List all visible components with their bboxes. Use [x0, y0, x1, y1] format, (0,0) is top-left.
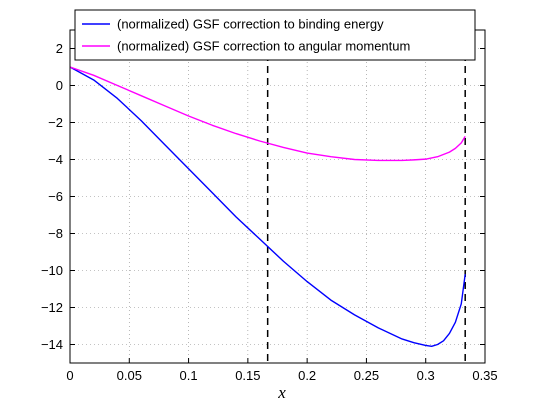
- x-tick-label: 0.35: [472, 368, 497, 383]
- series-line-1: [69, 66, 466, 348]
- y-tick-label: −2: [48, 115, 63, 130]
- y-tick-label: −12: [41, 300, 63, 315]
- legend: (normalized) GSF correction to binding e…: [74, 9, 476, 61]
- vertical-markers: [266, 30, 466, 363]
- series-line-2: [69, 66, 466, 162]
- y-tick-label: −4: [48, 152, 63, 167]
- legend-label: (normalized) GSF correction to binding e…: [117, 17, 384, 32]
- y-tick-label: 0: [56, 78, 63, 93]
- x-tick-label: 0.1: [180, 368, 198, 383]
- legend-label: (normalized) GSF correction to angular m…: [117, 39, 410, 54]
- y-tick-label: −6: [48, 189, 63, 204]
- x-tick-label: 0.15: [235, 368, 260, 383]
- ticks: 0 0.05 0.1 0.15 0.2 0.25 0.3 0.35 −14 −12 −10 −8 −6 −…: [41, 30, 498, 383]
- x-tick-label: 0.25: [354, 368, 379, 383]
- x-axis-label: x: [277, 383, 286, 402]
- x-tick-label: 0.05: [117, 368, 142, 383]
- y-tick-label: −8: [48, 226, 63, 241]
- y-tick-label: −14: [41, 337, 63, 352]
- legend-box: [74, 9, 476, 61]
- y-tick-label: −10: [41, 263, 63, 278]
- x-tick-label: 0.3: [417, 368, 435, 383]
- series-group: [69, 66, 466, 348]
- x-tick-label: 0: [66, 368, 73, 383]
- x-tick-label: 0.2: [298, 368, 316, 383]
- y-tick-label: 2: [56, 41, 63, 56]
- plot-background: [70, 30, 485, 363]
